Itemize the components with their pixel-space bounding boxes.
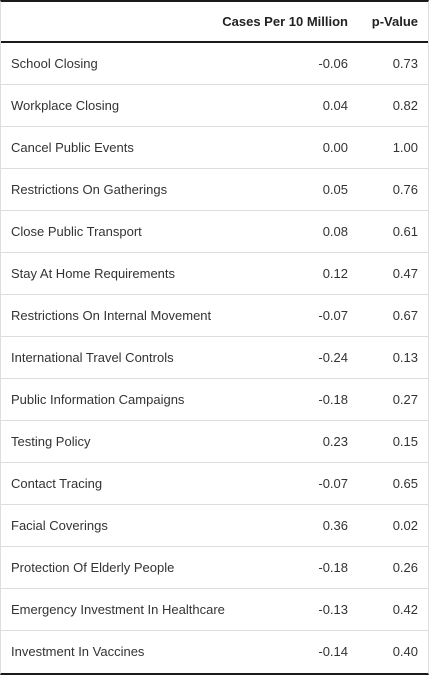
table-row: Public Information Campaigns -0.18 0.27 <box>1 378 428 421</box>
cases-cell: -0.24 <box>208 336 358 379</box>
policy-cell: Facial Coverings <box>1 504 208 547</box>
policy-cell: International Travel Controls <box>1 336 208 379</box>
header-row: Cases Per 10 Million p-Value <box>1 2 428 43</box>
policy-cell: Investment In Vaccines <box>11 643 145 659</box>
table-row: Cancel Public Events 0.00 1.00 <box>1 126 428 169</box>
table-row: Protection Of Elderly People -0.18 0.26 <box>1 546 428 589</box>
p-value-cell: 1.00 <box>358 126 428 169</box>
table-row: Testing Policy 0.23 0.15 <box>1 420 428 463</box>
cases-cell: 0.36 <box>208 504 358 547</box>
policy-cell: Testing Policy <box>1 420 208 463</box>
p-value-cell: 0.27 <box>358 378 428 421</box>
policy-cell: Emergency Investment In Healthcare <box>1 588 225 631</box>
cases-cell: -0.18 <box>208 378 358 421</box>
table-row: Restrictions On Gatherings 0.05 0.76 <box>1 168 428 211</box>
table-header: Cases Per 10 Million p-Value <box>1 2 428 43</box>
policy-cell: School Closing <box>1 42 208 85</box>
policy-cell: Workplace Closing <box>1 84 208 127</box>
cases-cell: 0.04 <box>208 84 358 127</box>
p-value-cell: 0.42 <box>358 588 428 631</box>
policy-cell: Restrictions On Gatherings <box>1 168 208 211</box>
table-row: Contact Tracing -0.07 0.65 <box>1 462 428 505</box>
p-value-cell: 0.65 <box>358 462 428 505</box>
policy-cell: Protection Of Elderly People <box>1 546 208 589</box>
table-row: Stay At Home Requirements 0.12 0.47 <box>1 252 428 295</box>
cases-cell: -0.07 <box>208 294 358 337</box>
cases-cell: -0.07 <box>208 462 358 505</box>
policy-cell: Restrictions On Internal Movement <box>1 294 211 337</box>
policy-cell: Close Public Transport <box>1 210 208 253</box>
header-cases-per-10-million: Cases Per 10 Million <box>208 2 358 43</box>
p-value-cell: 0.40 <box>392 643 418 659</box>
table-row: International Travel Controls -0.24 0.13 <box>1 336 428 379</box>
header-p-value: p-Value <box>358 2 428 43</box>
policy-cell: Public Information Campaigns <box>1 378 208 421</box>
table-row: Emergency Investment In Healthcare -0.13 0… <box>1 588 428 631</box>
table-row: Facial Coverings 0.36 0.02 <box>1 504 428 547</box>
table-row: School Closing -0.06 0.73 <box>1 42 428 85</box>
p-value-cell: 0.13 <box>358 336 428 379</box>
cases-cell: 0.00 <box>208 126 358 169</box>
table-row: Close Public Transport 0.08 0.61 <box>1 210 428 253</box>
table-row: Investment In Vaccines -0.14 0.40 <box>1 630 428 672</box>
policy-cell: Cancel Public Events <box>1 126 208 169</box>
policy-cell: Stay At Home Requirements <box>1 252 208 295</box>
p-value-cell: 0.02 <box>358 504 428 547</box>
cases-cell: -0.18 <box>208 546 358 589</box>
cases-cell: 0.23 <box>208 420 358 463</box>
policy-cell: Contact Tracing <box>1 462 208 505</box>
p-value-cell: 0.67 <box>358 294 428 337</box>
cases-cell: -0.06 <box>208 42 358 85</box>
p-value-cell: 0.73 <box>358 42 428 85</box>
p-value-cell: 0.61 <box>358 210 428 253</box>
header-policy <box>1 2 208 43</box>
table-row: Workplace Closing 0.04 0.82 <box>1 84 428 127</box>
cases-cell: 0.12 <box>208 252 358 295</box>
table-row: Restrictions On Internal Movement -0.07 0.… <box>1 294 428 337</box>
cases-cell: -0.14 <box>318 643 348 659</box>
p-value-cell: 0.82 <box>358 84 428 127</box>
cases-cell: 0.08 <box>208 210 358 253</box>
p-value-cell: 0.76 <box>358 168 428 211</box>
p-value-cell: 0.26 <box>358 546 428 589</box>
cases-cell: -0.13 <box>208 588 358 631</box>
table-body: School Closing -0.06 0.73 Workplace Closing… <box>1 42 428 672</box>
p-value-cell: 0.47 <box>358 252 428 295</box>
cases-cell: 0.05 <box>208 168 358 211</box>
p-value-cell: 0.15 <box>358 420 428 463</box>
